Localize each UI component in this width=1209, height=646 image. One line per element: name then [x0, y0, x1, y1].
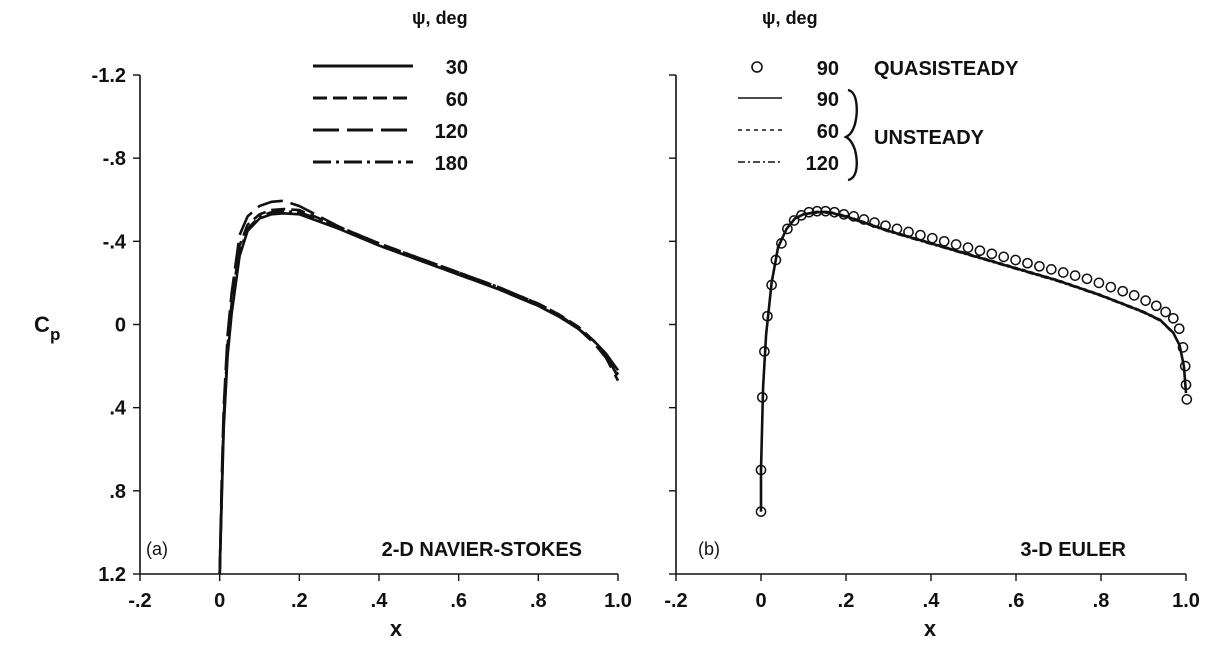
panel-a-legend-label-60: 60: [446, 89, 468, 111]
panel-b-series-quasisteady-90-point: [1034, 260, 1045, 272]
panel-b-y-ticks: [669, 74, 676, 575]
panel-b-series-quasisteady-90-point: [1150, 300, 1162, 312]
panel-b-series-quasisteady-90-point: [1045, 264, 1057, 275]
panel-b-series: [755, 205, 1193, 517]
panel-b-x-tick-label: 0: [755, 590, 766, 612]
panel-b-legend-title: ψ, deg: [762, 8, 818, 28]
panel-b-x-tick-label: .8: [1093, 590, 1110, 612]
panel-b-series-quasisteady-90-point: [1128, 290, 1140, 301]
panel-a-x-tick-label: 0: [214, 590, 225, 612]
panel-b-series-quasisteady-90-point: [1140, 295, 1151, 306]
panel-a-series-60-line: [218, 207, 620, 575]
panel-b-legend-swatch-quasisteady-90: [751, 61, 763, 73]
panel-a-x-tick-label: .2: [291, 590, 308, 612]
panel-b-x-tick-label: .6: [1008, 590, 1025, 612]
panel-a-y-tick-label: 1.2: [98, 564, 126, 586]
panel-b-series-quasisteady-90-point: [1181, 394, 1193, 405]
panel-a-series: [218, 199, 620, 575]
panel-b-legend-group-quasisteady: QUASISTEADY: [874, 58, 1019, 80]
panel-a-x-ticks: -.2 0 .2 .4 .6 .8 1.0: [128, 574, 632, 612]
panel-b-x-tick-label: -.2: [664, 590, 687, 612]
panel-a-y-axis-label: C: [34, 312, 50, 337]
panel-a-x-tick-label: .4: [371, 590, 389, 612]
panel-b-series-quasisteady-90-point: [962, 242, 974, 253]
panel-b-legend-group-unsteady: UNSTEADY: [874, 127, 985, 149]
panel-b-series-unsteady-60-line: [760, 210, 1187, 512]
panel-b-legend-brace: [843, 88, 858, 182]
panel-a-y-tick-label: .8: [109, 481, 126, 503]
panel-b-series-quasisteady-90-point: [986, 248, 998, 260]
panel-b-series-quasisteady-90-point: [950, 239, 962, 250]
panel-a-y-tick-label: -1.2: [92, 65, 126, 87]
panel-a-series-30-line: [218, 212, 620, 575]
panel-b-legend-label-unsteady-120: 120: [806, 153, 839, 175]
panel-a-y-tick-label: 0: [115, 315, 126, 337]
panel-a-series-180-line: [218, 209, 620, 575]
panel-a: -1.2 -.8 -.4 0 .4 .8 1.2 -.2 0 .2 .4 .6 .8 1.0 C p x…: [34, 8, 632, 641]
panel-a-legend-title: ψ, deg: [412, 8, 468, 28]
panel-b-x-axis-label: x: [924, 616, 937, 641]
panel-a-legend-label-30: 30: [446, 57, 468, 79]
panel-a-legend: ψ, deg 30 60 120 180: [313, 8, 468, 175]
panel-a-y-ticks: -1.2 -.8 -.4 0 .4 .8 1.2: [92, 65, 140, 586]
panel-b-series-quasisteady-90-point: [1069, 270, 1081, 281]
panel-b-x-tick-label: 1.0: [1172, 590, 1200, 612]
panel-b-series-quasisteady-90-point: [1022, 257, 1033, 269]
panel-a-legend-label-120: 120: [435, 121, 468, 143]
panel-a-series-120-line: [218, 199, 620, 575]
panel-b-series-quasisteady-90-point: [998, 251, 1010, 263]
panel-b: -.2 0 .2 .4 .6 .8 1.0 x (b) 3-D EULER ψ, deg 9…: [664, 8, 1200, 641]
panel-b-series-quasisteady-90-point: [1093, 277, 1105, 289]
panel-b-series-quasisteady-90-point: [788, 215, 800, 226]
panel-b-series-quasisteady-90-point: [1173, 323, 1185, 335]
panel-b-method-label: 3-D EULER: [1020, 539, 1126, 561]
panel-a-label: (a): [146, 539, 168, 559]
panel-b-series-quasisteady-90-point: [938, 235, 950, 247]
panel-b-series-quasisteady-90-point: [1160, 306, 1171, 318]
panel-a-x-tick-label: 1.0: [604, 590, 632, 612]
panel-a-y-tick-label: -.8: [103, 148, 126, 170]
panel-a-x-tick-label: -.2: [128, 590, 151, 612]
panel-a-x-axis-label: x: [390, 616, 403, 641]
panel-b-legend-label-unsteady-90: 90: [817, 89, 839, 111]
panel-a-y-tick-label: .4: [109, 398, 127, 420]
panel-b-x-tick-label: .2: [838, 590, 855, 612]
panel-a-x-tick-label: .8: [530, 590, 547, 612]
panel-b-series-quasisteady-90-point: [1105, 281, 1117, 293]
panel-b-series-quasisteady-90-point: [782, 223, 793, 235]
panel-b-series-quasisteady-90-point: [1081, 273, 1093, 285]
panel-b-label: (b): [698, 539, 720, 559]
panel-a-x-tick-label: .6: [450, 590, 467, 612]
panel-b-legend-label-unsteady-60: 60: [817, 121, 839, 143]
panel-a-legend-label-180: 180: [435, 153, 468, 175]
panel-b-series-unsteady-120-line: [760, 212, 1187, 512]
panel-b-legend: ψ, deg 90 90 60 120 QUASISTEADY UNSTEADY: [738, 8, 1019, 182]
panel-b-series-quasisteady-90-point: [1117, 285, 1129, 297]
panel-b-series-quasisteady-90-point: [1177, 342, 1189, 353]
panel-b-series-quasisteady-90-point: [1167, 312, 1179, 324]
panel-b-x-ticks: -.2 0 .2 .4 .6 .8 1.0: [664, 574, 1200, 612]
panel-b-series-quasisteady-90-point: [974, 245, 986, 257]
panel-a-y-tick-label: -.4: [103, 231, 127, 253]
panel-a-method-label: 2-D NAVIER-STOKES: [382, 539, 582, 561]
panel-b-series-quasisteady-90-point: [1010, 254, 1021, 266]
panel-a-y-axis-label-subscript: p: [50, 325, 60, 344]
panel-b-series-quasisteady-90-point: [1057, 267, 1069, 278]
panel-b-legend-label-quasisteady-90: 90: [817, 58, 839, 80]
panel-b-series-quasisteady-90-point: [926, 232, 938, 244]
panel-b-x-tick-label: .4: [923, 590, 941, 612]
